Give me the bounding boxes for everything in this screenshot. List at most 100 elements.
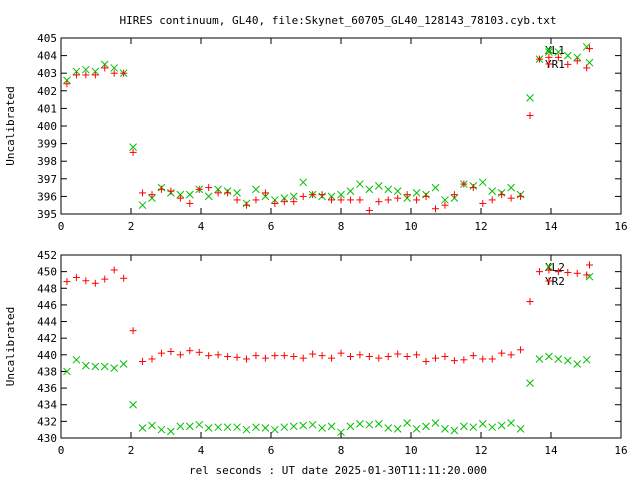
data-point xyxy=(573,360,582,368)
data-point xyxy=(289,192,298,201)
data-point xyxy=(309,191,317,199)
data-point xyxy=(450,426,459,435)
data-point xyxy=(72,355,81,364)
data-point xyxy=(384,424,393,432)
data-point xyxy=(72,67,81,76)
y-tick-label: 442 xyxy=(37,332,57,345)
marker-stroke xyxy=(252,185,260,194)
data-point xyxy=(412,424,421,433)
data-point xyxy=(517,346,525,354)
data-point xyxy=(129,327,137,335)
data-point xyxy=(261,354,269,362)
marker-stroke xyxy=(478,420,487,428)
data-point xyxy=(346,196,354,204)
marker-stroke xyxy=(214,423,223,432)
marker-stroke xyxy=(507,183,515,192)
data-point xyxy=(337,349,345,357)
marker-stroke xyxy=(469,423,478,432)
marker-stroke xyxy=(545,48,553,56)
data-point xyxy=(148,355,156,363)
data-point xyxy=(195,185,203,193)
y-tick-label: 402 xyxy=(37,85,57,98)
y-tick-label: 397 xyxy=(37,173,57,186)
marker-stroke xyxy=(573,53,582,62)
data-point xyxy=(469,423,478,432)
data-point xyxy=(233,189,241,197)
y-tick-label: 432 xyxy=(37,415,57,428)
x-tick-label: 16 xyxy=(614,444,627,457)
data-point xyxy=(261,424,270,432)
x-tick-label: 2 xyxy=(128,220,135,233)
data-point xyxy=(517,192,525,200)
data-point xyxy=(204,424,213,432)
data-point xyxy=(431,419,440,427)
data-point xyxy=(375,198,383,206)
data-point xyxy=(214,185,223,194)
y-tick-label: 395 xyxy=(37,208,57,221)
data-point xyxy=(564,60,572,68)
data-point xyxy=(365,206,373,214)
data-point xyxy=(422,192,430,200)
data-point xyxy=(195,420,204,429)
data-point xyxy=(441,424,449,433)
marker-stroke xyxy=(412,424,421,433)
data-point xyxy=(81,361,90,370)
data-point xyxy=(586,45,593,53)
marker-stroke xyxy=(582,355,591,364)
data-point xyxy=(365,420,374,429)
marker-stroke xyxy=(459,422,468,431)
data-point xyxy=(488,196,496,204)
x-tick-label: 10 xyxy=(404,220,417,233)
marker-stroke xyxy=(261,192,270,201)
marker-stroke xyxy=(100,362,109,371)
data-point xyxy=(299,178,308,187)
data-point xyxy=(110,364,119,372)
marker-stroke xyxy=(280,194,289,203)
data-point xyxy=(290,198,298,206)
data-point xyxy=(157,349,165,357)
x-tick-label: 8 xyxy=(338,220,345,233)
marker-stroke xyxy=(214,185,223,194)
y-axis-label: Uncalibrated xyxy=(4,307,17,386)
data-point xyxy=(63,367,71,376)
marker-stroke xyxy=(138,424,147,432)
marker-stroke xyxy=(563,356,572,365)
marker-stroke xyxy=(554,48,563,56)
marker-stroke xyxy=(563,51,572,60)
marker-stroke xyxy=(242,425,251,434)
x-tick-label: 6 xyxy=(268,220,275,233)
data-point xyxy=(583,64,591,72)
marker-stroke xyxy=(157,425,166,434)
marker-stroke xyxy=(299,421,308,430)
data-point xyxy=(138,424,147,432)
data-point xyxy=(101,275,109,283)
marker-stroke xyxy=(337,190,345,199)
x-tick-label: 6 xyxy=(268,444,275,457)
data-point xyxy=(412,189,421,197)
data-point xyxy=(507,351,515,359)
data-point xyxy=(488,355,496,363)
marker-stroke xyxy=(535,355,544,363)
data-point xyxy=(261,192,270,201)
y-tick-label: 444 xyxy=(37,316,57,329)
marker-stroke xyxy=(346,422,355,431)
data-point xyxy=(63,80,71,88)
data-point xyxy=(450,194,459,203)
data-point xyxy=(403,419,412,427)
data-point xyxy=(498,191,506,199)
data-point xyxy=(384,196,392,204)
marker-stroke xyxy=(204,424,213,432)
marker-stroke xyxy=(148,421,156,430)
y-tick-label: 398 xyxy=(37,155,57,168)
marker-stroke xyxy=(72,355,81,364)
data-point xyxy=(139,189,147,197)
data-point xyxy=(185,422,194,431)
x-tick-label: 0 xyxy=(58,220,65,233)
data-point xyxy=(441,201,449,209)
marker-stroke xyxy=(545,352,553,361)
upper-panel: 0 2 4 6 8 10 12 14 16 395 396 397 398 399 400 401 402 403… xyxy=(4,32,628,233)
data-point xyxy=(280,198,288,206)
marker-stroke xyxy=(450,426,459,435)
data-point xyxy=(280,194,289,203)
x-axis-label: rel seconds : UT date 2025-01-30T11:11:2… xyxy=(189,464,487,477)
